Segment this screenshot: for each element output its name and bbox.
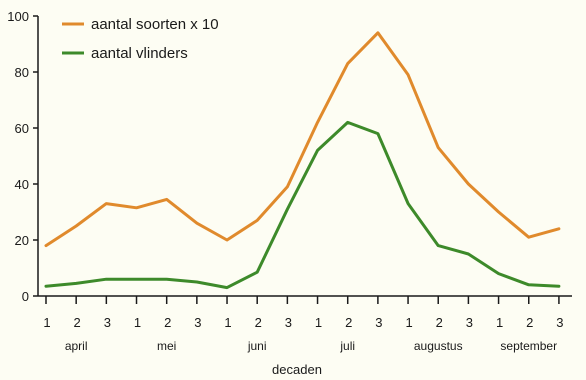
x-tick-label: 1 (43, 315, 50, 330)
x-tick-label: 2 (526, 315, 533, 330)
x-tick-label: 1 (224, 315, 231, 330)
legend-label-2: aantal vlinders (91, 45, 188, 62)
x-tick-label: 2 (345, 315, 352, 330)
legend-label-1: aantal soorten x 10 (91, 16, 219, 33)
series-lines (44, 31, 561, 290)
x-tick-label: 3 (375, 315, 382, 330)
x-axis-title: decaden (272, 362, 322, 377)
y-tick-label: 20 (15, 233, 29, 248)
series-line-1 (44, 31, 561, 248)
x-tick-label: 2 (436, 315, 443, 330)
x-tick-label: 2 (164, 315, 171, 330)
x-tick-label: 1 (134, 315, 141, 330)
y-tick-label: 100 (7, 9, 29, 24)
x-tick-label: 3 (104, 315, 111, 330)
x-tick-label: 2 (74, 315, 81, 330)
y-tick-label: 80 (15, 65, 29, 80)
legend: aantal soorten x 10 aantal vlinders (62, 16, 219, 62)
axes (37, 16, 572, 297)
x-tick-label: 3 (556, 315, 563, 330)
x-tick-label: 3 (194, 315, 201, 330)
x-tick-label: 3 (466, 315, 473, 330)
y-tick-label: 40 (15, 177, 29, 192)
x-tick-label: 1 (405, 315, 412, 330)
x-tick-label: 3 (285, 315, 292, 330)
y-tick-label: 0 (22, 289, 29, 304)
month-label: juli (339, 339, 355, 353)
x-tick-label: 1 (496, 315, 503, 330)
month-label: april (65, 339, 88, 353)
y-ticks: 0 20 40 60 80 100 (7, 9, 38, 304)
x-ticks: 1 2 3 1 2 3 1 2 3 1 2 3 1 2 3 1 2 3 april mei juni juli august… (43, 296, 564, 353)
month-label: mei (157, 339, 176, 353)
series-line-2 (44, 120, 561, 290)
month-label: juni (247, 339, 267, 353)
x-tick-label: 1 (315, 315, 322, 330)
x-tick-label: 2 (255, 315, 262, 330)
month-label: september (500, 339, 557, 353)
y-tick-label: 60 (15, 121, 29, 136)
month-label: augustus (414, 339, 463, 353)
